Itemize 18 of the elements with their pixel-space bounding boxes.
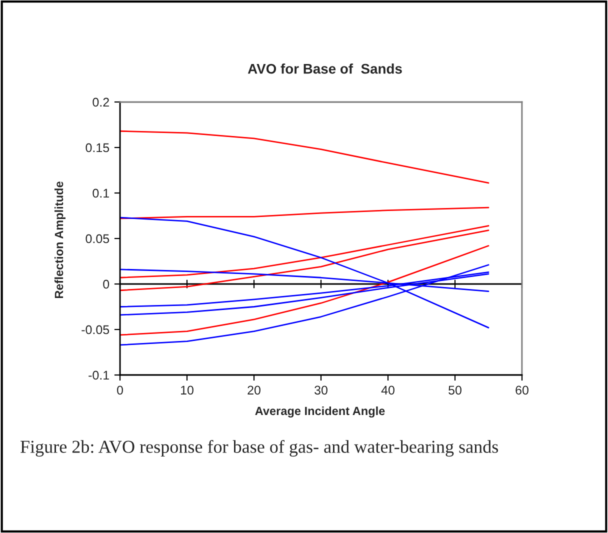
x-tick-label: 0 (117, 386, 123, 395)
x-tick-label: 20 (248, 386, 260, 395)
x-axis-title: Average Incident Angle (255, 406, 385, 418)
y-tick-label: 0.1 (92, 188, 109, 198)
x-tick-label: 30 (314, 386, 328, 395)
y-tick-label: 0.05 (86, 234, 110, 244)
y-tick-label: -0.05 (82, 325, 110, 334)
x-tick-label: 60 (516, 386, 528, 395)
chart-title: AVO for Base of Sands (248, 64, 402, 74)
x-tick-label: 40 (381, 386, 394, 395)
y-tick-label: -0.1 (88, 370, 109, 380)
y-tick-label: 0.15 (86, 143, 110, 152)
x-tick-label: 10 (181, 386, 194, 395)
caption: Figure 2b: AVO response for base of gas- and water-bearing sands (20, 440, 498, 457)
x-tick-label: 50 (448, 386, 462, 395)
y-tick-label: 0 (103, 280, 110, 289)
y-axis-title: Reflection Amplitude (54, 182, 66, 298)
y-tick-label: 0.2 (92, 98, 109, 107)
